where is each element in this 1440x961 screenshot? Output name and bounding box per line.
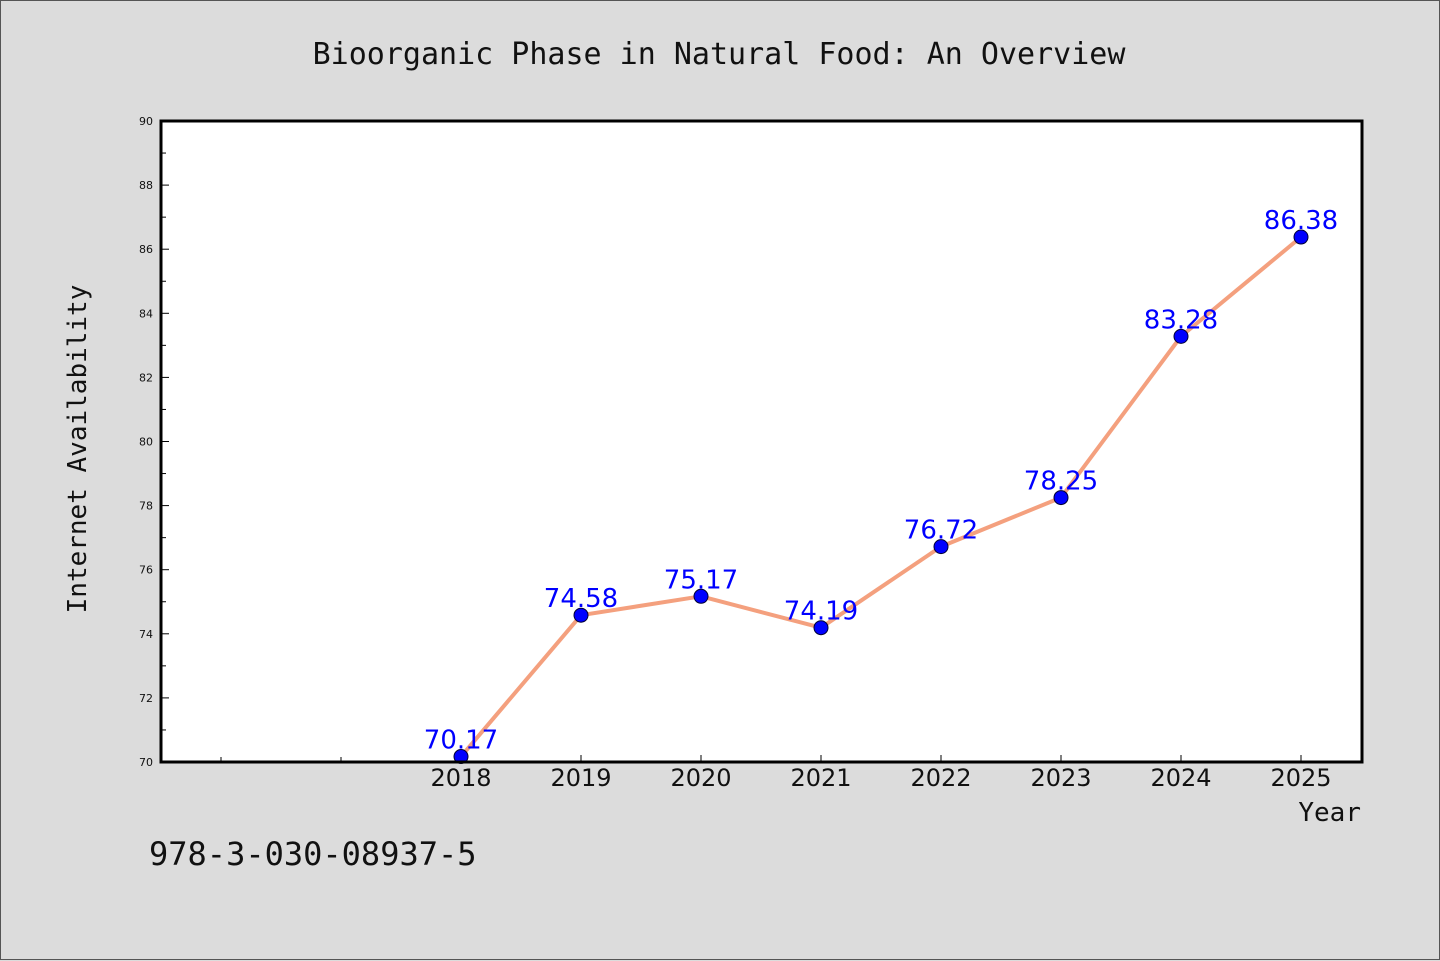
x-tick-label: 2018 <box>430 764 491 792</box>
plot-frame <box>159 119 1364 764</box>
data-label: 74.19 <box>784 597 858 627</box>
y-tick-label: 72 <box>139 692 153 705</box>
y-tick-label: 80 <box>139 436 153 449</box>
x-tick-label: 2021 <box>790 764 851 792</box>
x-tick-label: 2023 <box>1030 764 1091 792</box>
y-tick-label: 90 <box>139 115 153 128</box>
ticks-layer: 70 72 74 76 78 80 82 84 86 88 90 2018 2019 2020 2021 20… <box>139 115 1332 792</box>
data-point <box>453 749 469 765</box>
data-point <box>1293 229 1309 245</box>
y-tick-label: 84 <box>139 307 153 320</box>
data-label: 74.58 <box>544 584 618 614</box>
y-axis-title: Internet Availability <box>63 285 93 614</box>
y-tick-label: 76 <box>139 564 153 577</box>
y-tick-label: 70 <box>139 756 153 769</box>
data-point <box>573 607 589 623</box>
x-tick-label: 2025 <box>1270 764 1331 792</box>
data-point <box>933 539 949 555</box>
data-label: 78.25 <box>1024 467 1098 497</box>
footer-isbn: 978-3-030-08937-5 <box>149 835 477 873</box>
y-tick-label: 74 <box>139 628 153 641</box>
y-tick-label: 88 <box>139 179 153 192</box>
data-point <box>813 620 829 636</box>
data-point <box>1053 490 1069 506</box>
plot-area <box>161 121 1362 762</box>
data-label: 86.38 <box>1264 206 1338 236</box>
x-tick-label: 2022 <box>910 764 971 792</box>
y-tick-label: 78 <box>139 500 153 513</box>
data-label: 75.17 <box>664 565 738 595</box>
chart-title: Bioorganic Phase in Natural Food: An Ove… <box>313 37 1127 72</box>
y-tick-label: 86 <box>139 243 153 256</box>
series-line <box>459 235 1303 759</box>
data-point <box>693 588 709 604</box>
x-tick-label: 2024 <box>1150 764 1211 792</box>
x-tick-label: 2020 <box>670 764 731 792</box>
labels-layer: 70.17 74.58 75.17 74.19 76.72 78.25 83.28 86.38 <box>424 206 1338 756</box>
x-tick-label: 2019 <box>550 764 611 792</box>
data-label: 70.17 <box>424 726 498 756</box>
series-layer <box>453 229 1309 765</box>
x-axis-title: Year <box>1298 798 1361 828</box>
data-point <box>1173 328 1189 344</box>
y-tick-label: 82 <box>139 371 153 384</box>
data-label: 83.28 <box>1144 305 1218 335</box>
data-label: 76.72 <box>904 516 978 546</box>
